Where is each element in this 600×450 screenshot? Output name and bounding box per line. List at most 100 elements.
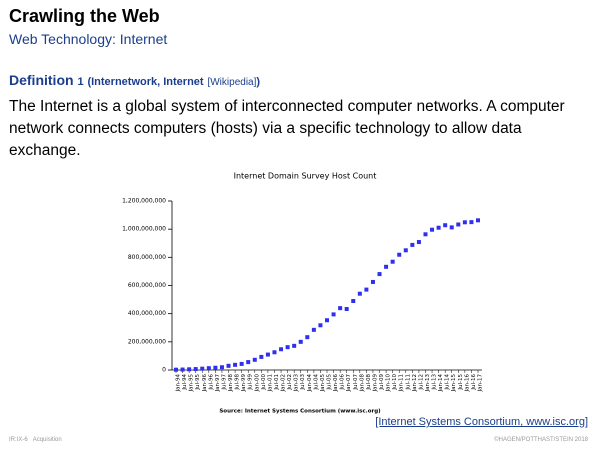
x-tick-label: Jan-12 [412, 374, 418, 392]
data-point [193, 367, 198, 372]
data-point [305, 335, 310, 340]
data-point [397, 252, 402, 257]
data-point [443, 223, 448, 228]
x-tick-label: Jul-99 [248, 374, 254, 391]
data-point [187, 367, 192, 372]
data-point [469, 220, 474, 225]
y-tick-label: 1,000,000,000 [122, 226, 166, 233]
data-point [370, 279, 375, 284]
data-point [279, 347, 284, 352]
citation-link[interactable]: [Internet Systems Consortium, www.isc.or… [375, 416, 588, 428]
x-tick-label: Jul-96 [208, 374, 214, 391]
y-tick-label: 800,000,000 [128, 254, 166, 261]
y-tick-label: 200,000,000 [128, 338, 166, 345]
data-point [364, 287, 369, 292]
definition-heading: Definition 1 (Internetwork, Internet [Wi… [9, 72, 260, 88]
data-point [462, 220, 467, 225]
data-point [206, 366, 211, 371]
footer-left: IR:IX-6 Acquisition [9, 437, 62, 443]
data-point [174, 367, 178, 372]
data-point [226, 363, 231, 368]
x-tick-label: Jul-95 [195, 374, 201, 391]
x-tick-label: Jan-97 [215, 374, 221, 393]
x-tick-label: Jan-10 [386, 374, 392, 393]
x-tick-label: Jan-16 [464, 374, 470, 393]
data-point [233, 362, 238, 367]
x-tick-label: Jan-03 [294, 374, 300, 393]
data-point [357, 291, 362, 296]
data-point [351, 299, 356, 304]
x-tick-label: Jan-05 [320, 374, 326, 393]
x-tick-label: Jul-98 [235, 374, 241, 391]
slide-title: Crawling the Web [9, 6, 160, 26]
data-point [403, 248, 408, 253]
data-point [298, 339, 303, 344]
data-point [423, 232, 428, 237]
x-tick-label: Jan-06 [333, 374, 339, 393]
x-tick-label: Jan-08 [359, 374, 365, 393]
definition-term: (Internetwork, Internet [87, 76, 204, 88]
x-tick-label: Jan-95 [189, 374, 195, 393]
data-point [384, 264, 389, 269]
x-tick-label: Jul-05 [327, 374, 333, 391]
data-point [200, 366, 205, 371]
data-point [318, 323, 323, 328]
x-tick-label: Jul-12 [418, 374, 424, 391]
data-point [377, 272, 382, 277]
x-tick-label: Jul-15 [458, 374, 464, 391]
x-tick-label: Jan-14 [438, 374, 444, 393]
x-tick-label: Jan-98 [228, 374, 234, 393]
data-point [430, 227, 435, 232]
wikipedia-link[interactable]: [Wikipedia] [207, 77, 257, 88]
definition-close: ) [256, 76, 261, 88]
x-tick-label: Jan-15 [451, 374, 457, 393]
data-point [436, 225, 441, 230]
footer-right: ©HAGEN/POTTHAST/STEIN 2018 [494, 437, 588, 443]
x-tick-label: Jan-00 [254, 374, 260, 393]
data-point [272, 350, 277, 355]
x-tick-label: Jan-99 [241, 374, 247, 393]
x-tick-label: Jul-03 [300, 374, 306, 391]
definition-text: The Internet is a global system of inter… [9, 98, 565, 159]
data-point [344, 306, 349, 311]
x-tick-label: Jan-11 [399, 374, 405, 392]
x-tick-label: Jul-06 [340, 374, 346, 391]
definition-label: Definition [9, 72, 74, 88]
x-tick-label: Jan-09 [372, 374, 378, 393]
data-point [311, 327, 316, 332]
x-tick-label: Jan-17 [478, 374, 484, 393]
data-point [213, 365, 218, 370]
definition-number: 1 [77, 76, 84, 88]
data-point [239, 361, 244, 366]
data-point [416, 240, 421, 245]
x-tick-label: Jul-08 [366, 374, 372, 391]
x-tick-label: Jul-02 [287, 374, 293, 391]
x-tick-label: Jan-01 [267, 374, 273, 392]
x-tick-label: Jan-02 [281, 374, 287, 392]
data-point [325, 318, 329, 323]
x-tick-label: Jul-09 [379, 374, 385, 391]
x-tick-label: Jan-94 [176, 374, 182, 393]
footer-section: Acquisition [32, 437, 62, 443]
slide-subtitle: Web Technology: Internet [9, 31, 168, 47]
x-tick-label: Jan-96 [202, 374, 208, 393]
x-tick-label: Jul-16 [471, 374, 477, 391]
data-point [292, 343, 297, 348]
data-point [476, 218, 480, 223]
data-point [338, 306, 343, 311]
x-tick-label: Jan-04 [307, 374, 313, 393]
y-tick-label: 400,000,000 [128, 310, 166, 317]
y-tick-label: 1,200,000,000 [122, 198, 166, 205]
data-point [180, 367, 185, 372]
chart: Internet Domain Survey Host Count Source… [122, 172, 484, 415]
data-point [449, 225, 454, 230]
x-tick-label: Jan-07 [346, 374, 352, 393]
x-tick-label: Jul-07 [353, 374, 359, 391]
x-tick-label: Jan-13 [425, 374, 431, 393]
data-point [456, 222, 461, 227]
x-tick-label: Jul-14 [445, 374, 451, 391]
x-tick-label: Jul-11 [405, 374, 411, 391]
x-tick-label: Jul-94 [182, 374, 188, 391]
